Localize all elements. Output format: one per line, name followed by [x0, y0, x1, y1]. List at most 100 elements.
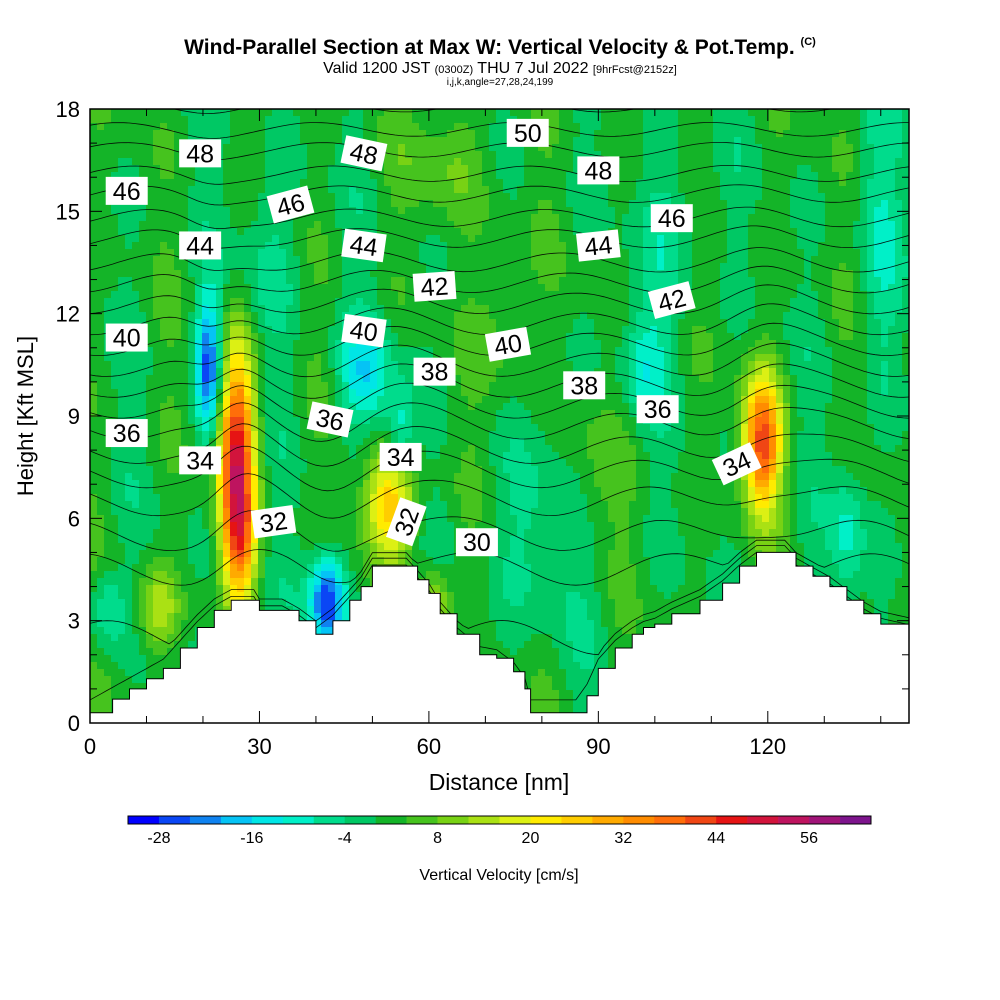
colorbar-frame [127, 815, 872, 825]
contour-label-box [341, 228, 387, 263]
contour-label-box [636, 395, 679, 424]
colorbar-tick-label: -16 [240, 830, 263, 847]
contour-label-box [385, 497, 427, 547]
contour-label-box [577, 156, 620, 185]
isentrope-line [90, 382, 909, 421]
isentrope-line [90, 284, 909, 315]
contour-label-text: 44 [348, 231, 380, 263]
contour-label-text: 40 [348, 316, 379, 348]
contour-label-box [179, 139, 222, 168]
colorbar-swatch [344, 816, 376, 824]
contour-label-text: 34 [387, 444, 415, 472]
contour-label-text: 38 [570, 372, 598, 400]
colorbar-swatch [158, 816, 191, 824]
colorbar-swatch [778, 816, 810, 824]
contour-label: 32 [385, 497, 427, 547]
contour-label: 48 [577, 156, 620, 185]
y-tick-label: 0 [68, 711, 80, 736]
contour-label-box [506, 118, 549, 147]
contour-label-box [179, 231, 222, 260]
colorbar-swatch [406, 816, 438, 824]
colorbar-tick-label: 8 [433, 830, 442, 847]
contour-label-text: 48 [186, 140, 214, 168]
isentrope-line [90, 510, 909, 552]
y-tick-label: 9 [68, 404, 80, 429]
contour-label: 36 [636, 395, 679, 424]
colorbar-swatch [530, 816, 562, 824]
contour-label: 44 [575, 229, 621, 262]
isentrope-line [90, 225, 909, 249]
colorbar-swatch [654, 816, 686, 824]
x-tick-label: 90 [586, 734, 610, 759]
contour-label-box [563, 371, 606, 400]
x-tick-label: 120 [749, 734, 786, 759]
colorbar-swatch [623, 816, 655, 824]
isentrope-line [90, 473, 909, 519]
isentrope-line [90, 402, 909, 442]
x-tick-label: 60 [417, 734, 441, 759]
isentrope-contours [90, 54, 909, 701]
y-axis-label: Height [Kft MSL] [13, 336, 38, 496]
contour-label-text: 44 [186, 232, 214, 260]
colorbar-swatch [375, 816, 407, 824]
contour-label-text: 40 [113, 325, 141, 353]
contour-label: 34 [379, 442, 422, 472]
isentrope-line [90, 342, 909, 378]
forecast-info: [9hrFcst@2152z] [592, 64, 677, 76]
isentrope-line [90, 363, 909, 399]
isentrope-line [90, 76, 909, 89]
contour-label-text: 48 [347, 138, 380, 171]
colorbar-tick-label: -4 [338, 830, 352, 847]
contour-label-text: 46 [113, 178, 141, 206]
colorbar-tick-label: 20 [522, 830, 540, 847]
contour-label-box [179, 446, 222, 475]
copyright-mark: (C) [800, 36, 816, 48]
chart-title-text: Wind-Parallel Section at Max W: Vertical… [184, 36, 795, 59]
terrain-mask [89, 551, 910, 724]
colorbar-tick-label: 44 [707, 830, 725, 847]
contour-label-box [105, 176, 148, 205]
isentrope-line [90, 184, 909, 206]
contour-label-box [711, 442, 762, 486]
contour-label-text: 30 [463, 529, 491, 557]
contour-labels: 48 48 50 48 46 46 46 44 44 44 42 42 40 40 40 38 38 36 36 36… [105, 118, 762, 557]
colorbar-swatch [561, 816, 593, 824]
contour-label-box [413, 357, 456, 386]
valid-time: Valid 1200 JST [323, 60, 431, 77]
chart-title: Wind-Parallel Section at Max W: Vertical… [0, 36, 1000, 60]
isentrope-line [90, 539, 909, 586]
colorbar-swatch [220, 816, 253, 824]
contour-label-text: 46 [658, 205, 686, 233]
contour-label-text: 48 [584, 157, 612, 185]
contour-label-text: 42 [420, 272, 450, 302]
contour-label: 30 [455, 528, 498, 557]
contour-label-text: 40 [492, 329, 524, 361]
colorbar: -28 -16 -4 8 20 32 44 56 [127, 815, 872, 847]
contour-label: 40 [105, 323, 148, 353]
x-tick-label: 30 [247, 734, 271, 759]
colorbar-tick-label: 32 [614, 830, 632, 847]
colorbar-swatch [282, 816, 315, 824]
chart-subtitle: Valid 1200 JST (0300Z) THU 7 Jul 2022 [9… [0, 60, 1000, 78]
contour-label: 38 [563, 371, 606, 400]
contour-label: 36 [105, 419, 148, 448]
contour-label-text: 36 [644, 396, 672, 424]
contour-label-box [340, 135, 388, 172]
section-params: i,j,k,angle=27,28,24,199 [446, 77, 554, 88]
contour-label: 42 [412, 270, 457, 302]
y-tick-label: 18 [56, 97, 80, 122]
valid-time-utc: (0300Z) [434, 64, 474, 76]
y-tick-label: 3 [68, 609, 80, 634]
contour-label-box [306, 401, 354, 438]
contour-label-box [650, 204, 693, 233]
contour-label-text: 38 [421, 359, 449, 387]
contour-label: 40 [341, 313, 387, 348]
contour-label-box [455, 528, 498, 557]
isentrope-line [90, 54, 909, 66]
contour-label: 38 [413, 357, 456, 387]
isentrope-line [90, 165, 909, 185]
contour-label-box [250, 504, 297, 539]
colorbar-tick-label: -28 [147, 830, 170, 847]
contour-label-box [266, 185, 315, 224]
